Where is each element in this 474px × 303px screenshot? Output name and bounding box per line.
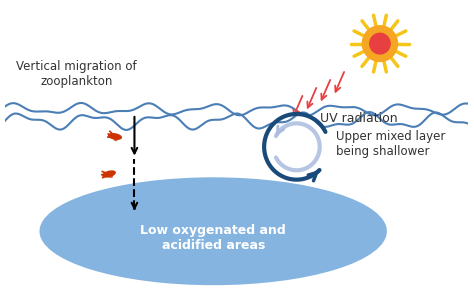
Circle shape: [362, 26, 398, 62]
Circle shape: [370, 33, 390, 54]
Ellipse shape: [102, 170, 116, 178]
Text: UV radiation: UV radiation: [320, 112, 398, 125]
Text: Vertical migration of
zooplankton: Vertical migration of zooplankton: [16, 60, 137, 88]
Ellipse shape: [108, 133, 122, 140]
Text: Upper mixed layer
being shallower: Upper mixed layer being shallower: [336, 131, 445, 158]
Ellipse shape: [39, 177, 387, 285]
Text: Low oxygenated and
acidified areas: Low oxygenated and acidified areas: [140, 224, 286, 252]
